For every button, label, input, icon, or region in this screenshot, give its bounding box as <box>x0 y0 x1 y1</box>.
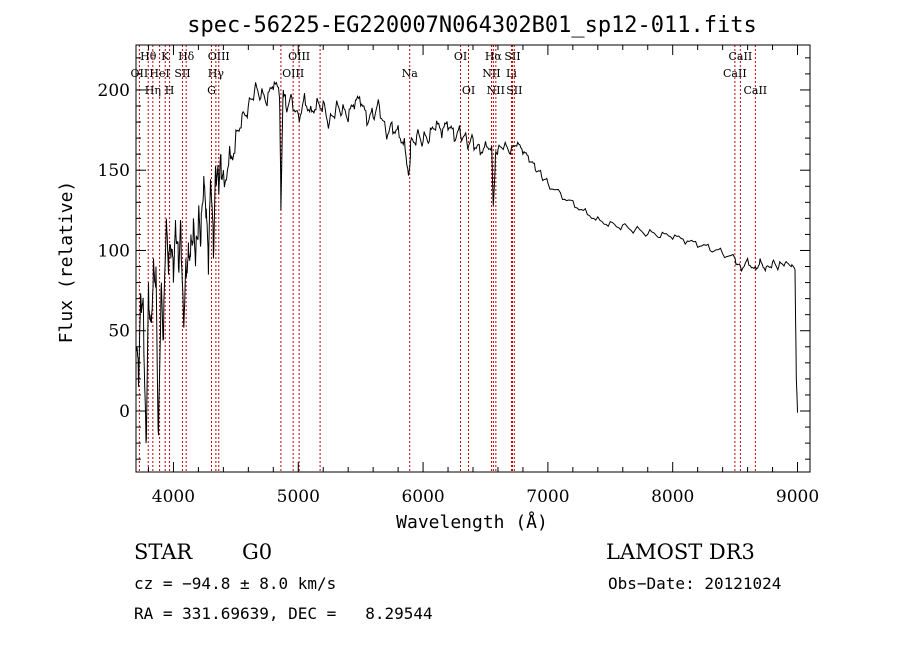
marker-label: Li <box>506 67 517 80</box>
object-subclass: G0 <box>242 540 273 564</box>
marker-label: CaII <box>729 50 753 63</box>
line-markers <box>138 45 756 472</box>
marker-label: Hθ <box>140 50 157 63</box>
marker-label: OI <box>454 50 467 63</box>
x-axis-ticks: 4000 5000 6000 7000 8000 9000 <box>147 45 819 507</box>
marker-label: SII <box>174 67 190 80</box>
marker-label: HeI <box>149 67 169 80</box>
y-tick-label: 150 <box>98 161 130 181</box>
sky-coordinates: RA = 331.69639, DEC = 8.29544 <box>134 604 433 623</box>
observation-date: Obs−Date: 20121024 <box>608 574 782 593</box>
x-tick-label: 9000 <box>776 487 819 507</box>
y-tick-label: 100 <box>98 241 130 261</box>
y-axis-ticks: 0 50 100 150 200 <box>98 57 810 460</box>
marker-label: OIII <box>288 50 310 63</box>
marker-label: H <box>165 84 175 97</box>
marker-label: SII <box>504 50 520 63</box>
marker-label: Hγ <box>208 67 225 80</box>
marker-label: OIII <box>282 67 304 80</box>
marker-label: Hα <box>485 50 503 63</box>
x-tick-label: 5000 <box>277 487 320 507</box>
y-axis-label: Flux (relative) <box>56 181 77 344</box>
marker-label: OIII <box>208 50 230 63</box>
survey-name: LAMOST DR3 <box>606 540 755 564</box>
y-tick-label: 0 <box>119 402 130 422</box>
x-tick-label: 8000 <box>651 487 694 507</box>
plot-frame <box>135 44 811 473</box>
marker-label: G <box>207 84 216 97</box>
marker-label: NII <box>482 67 500 80</box>
chart-title: spec-56225-EG220007N064302B01_sp12-011.f… <box>187 13 757 38</box>
spectrum-line <box>135 80 798 444</box>
redshift-cz: cz = −94.8 ± 8.0 km/s <box>134 574 337 593</box>
marker-label: SII <box>506 84 522 97</box>
marker-label: Hη <box>145 84 161 97</box>
marker-label: Hδ <box>178 50 195 63</box>
object-class: STAR <box>134 540 193 564</box>
marker-label: CaII <box>723 67 747 80</box>
marker-label: NII <box>487 84 505 97</box>
y-tick-label: 200 <box>98 81 130 101</box>
marker-label: K <box>161 50 170 63</box>
x-tick-label: 7000 <box>526 487 569 507</box>
marker-label: Na <box>402 67 419 80</box>
y-tick-label: 50 <box>108 322 130 342</box>
x-tick-label: 6000 <box>401 487 444 507</box>
x-axis-label: Wavelength (Å) <box>396 511 548 533</box>
marker-label: CaII <box>743 84 767 97</box>
marker-label: OI <box>462 84 475 97</box>
x-tick-label: 4000 <box>152 487 195 507</box>
